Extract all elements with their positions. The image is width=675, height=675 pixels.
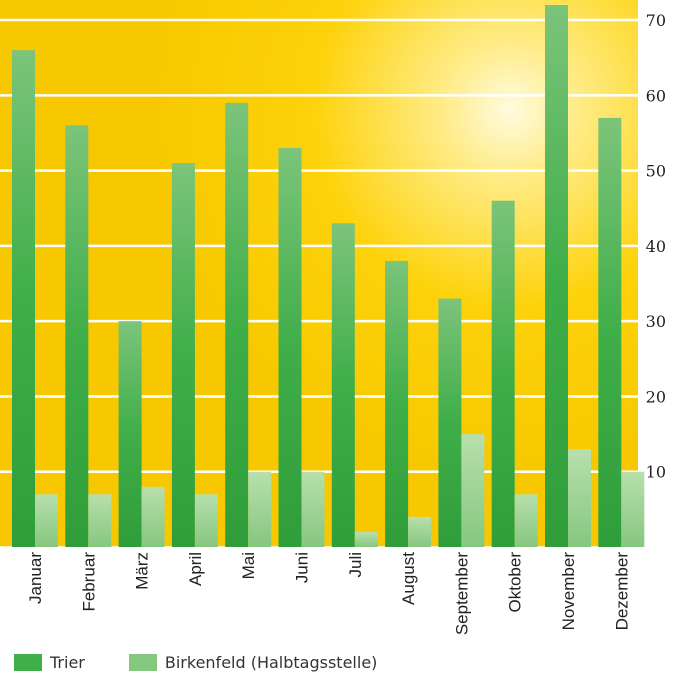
- legend-swatch-birkenfeld: [128, 653, 157, 671]
- bar-birkenfeld-juni: [301, 471, 325, 547]
- x-tick-label-juni: Juni: [293, 552, 312, 583]
- x-tick-label-februar: Februar: [79, 552, 98, 612]
- plot-background: [0, 0, 638, 547]
- bar-trier-oktober: [491, 200, 515, 547]
- y-tick-label-10: 10: [646, 463, 666, 482]
- bar-trier-dezember: [598, 117, 622, 548]
- x-tick-label-dezember: Dezember: [612, 552, 631, 631]
- bar-birkenfeld-dezember: [621, 471, 645, 547]
- bar-trier-februar: [65, 125, 89, 547]
- bar-birkenfeld-januar: [35, 494, 58, 547]
- bar-trier-m-rz: [118, 321, 142, 547]
- bar-birkenfeld-november: [568, 449, 591, 547]
- bar-birkenfeld-september: [461, 434, 485, 547]
- bar-trier-september: [438, 298, 462, 547]
- bar-birkenfeld-oktober: [514, 494, 538, 547]
- y-tick-label-70: 70: [646, 11, 666, 30]
- bar-trier-mai: [225, 102, 249, 547]
- bar-birkenfeld-m-rz: [141, 486, 165, 547]
- legend-swatch-trier: [14, 653, 42, 671]
- x-tick-label-mai: Mai: [239, 552, 258, 579]
- bar-birkenfeld-juli: [354, 531, 378, 547]
- x-tick-label-m-rz: März: [133, 552, 152, 590]
- bar-birkenfeld-mai: [248, 471, 272, 547]
- legend-label-trier: Trier: [50, 652, 85, 672]
- x-tick-label-oktober: Oktober: [506, 552, 525, 613]
- x-tick-label-august: August: [399, 552, 418, 605]
- legend-label-birkenfeld: Birkenfeld (Halbtagsstelle): [164, 652, 378, 672]
- x-tick-label-september: September: [452, 552, 471, 635]
- bar-trier-august: [385, 260, 409, 547]
- bar-trier-januar: [12, 50, 35, 548]
- bar-trier-juli: [331, 223, 355, 548]
- bar-birkenfeld-februar: [88, 494, 112, 547]
- bar-trier-april: [171, 163, 195, 548]
- x-tick-label-april: April: [186, 552, 205, 586]
- legend-item-trier: Trier: [14, 653, 85, 672]
- y-tick-label-50: 50: [646, 162, 666, 181]
- x-tick-label-januar: Januar: [26, 552, 45, 604]
- x-tick-label-november: November: [559, 552, 578, 631]
- legend-item-birkenfeld: Birkenfeld (Halbtagsstelle): [128, 652, 378, 672]
- y-tick-label-60: 60: [646, 86, 666, 105]
- y-tick-label-40: 40: [646, 237, 666, 256]
- bar-trier-juni: [278, 148, 302, 547]
- legend: Trier Birkenfeld (Halbtagsstelle): [14, 652, 377, 672]
- x-tick-label-juli: Juli: [346, 552, 365, 578]
- bar-birkenfeld-april: [194, 494, 218, 547]
- y-tick-label-20: 20: [646, 387, 666, 406]
- y-tick-label-30: 30: [646, 312, 666, 331]
- bar-trier-november: [545, 5, 568, 547]
- bar-birkenfeld-august: [408, 516, 432, 547]
